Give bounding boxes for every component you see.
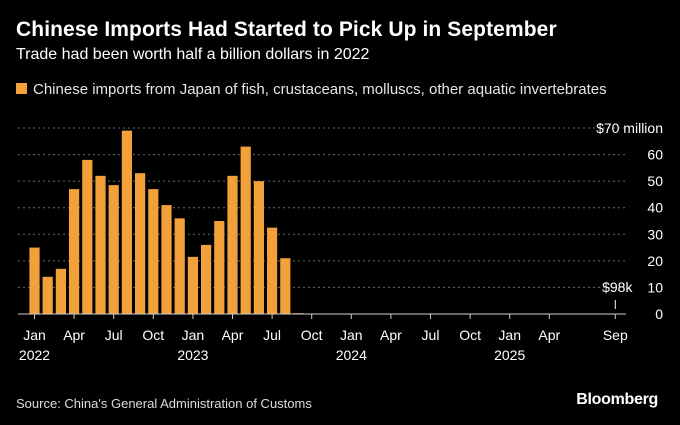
x-tick-label: Oct xyxy=(142,327,164,343)
x-tick-label: Oct xyxy=(301,327,323,343)
legend-label: Chinese imports from Japan of fish, crus… xyxy=(33,81,607,98)
x-tick-label: Jul xyxy=(422,327,440,343)
bar xyxy=(108,185,119,314)
y-tick-label: 0 xyxy=(655,306,663,322)
x-tick-label: Apr xyxy=(380,327,402,343)
y-tick-label: 60 xyxy=(647,147,663,163)
y-tick-label: 10 xyxy=(647,279,663,295)
y-tick-label: 40 xyxy=(647,200,663,216)
x-tick-label: Jul xyxy=(263,327,281,343)
bar xyxy=(121,130,132,314)
bar xyxy=(253,181,264,314)
bar xyxy=(174,218,185,314)
x-tick-label: Sep xyxy=(603,327,628,343)
y-tick-label: 50 xyxy=(647,173,663,189)
bar xyxy=(240,146,251,314)
x-tick-label: Jan xyxy=(340,327,363,343)
x-year-label: 2024 xyxy=(336,347,367,363)
y-tick-label: 30 xyxy=(647,226,663,242)
bar xyxy=(55,268,66,314)
bloomberg-logo: Bloomberg xyxy=(576,391,658,408)
bar xyxy=(227,175,238,314)
bar xyxy=(187,256,198,314)
x-year-label: 2025 xyxy=(494,347,525,363)
bar xyxy=(42,276,53,314)
x-year-label: 2023 xyxy=(177,347,208,363)
x-tick-label: Jan xyxy=(23,327,46,343)
bar xyxy=(29,247,40,314)
legend-swatch xyxy=(16,83,27,94)
bar xyxy=(69,189,80,314)
bar xyxy=(267,227,278,314)
x-tick-label: Jan xyxy=(498,327,521,343)
annotation-label: $98k xyxy=(602,279,633,295)
bar xyxy=(161,205,172,314)
bar xyxy=(280,258,291,314)
x-tick-label: Jan xyxy=(182,327,205,343)
bar xyxy=(82,159,93,314)
y-tick-label: 20 xyxy=(647,253,663,269)
legend: Chinese imports from Japan of fish, crus… xyxy=(16,80,616,99)
bar xyxy=(214,221,225,314)
x-tick-label: Apr xyxy=(63,327,85,343)
chart-subtitle: Trade had been worth half a billion doll… xyxy=(16,46,370,63)
bar xyxy=(148,189,159,314)
y-tick-label: $70 million xyxy=(596,120,663,136)
x-tick-label: Apr xyxy=(538,327,560,343)
bar xyxy=(201,244,212,314)
x-tick-label: Oct xyxy=(459,327,481,343)
source-note: Source: China's General Administration o… xyxy=(16,396,312,411)
bar xyxy=(135,173,146,314)
x-year-label: 2022 xyxy=(19,347,50,363)
bar xyxy=(95,175,106,314)
chart-title: Chinese Imports Had Started to Pick Up i… xyxy=(16,18,557,41)
x-tick-label: Apr xyxy=(222,327,244,343)
x-tick-label: Jul xyxy=(105,327,123,343)
